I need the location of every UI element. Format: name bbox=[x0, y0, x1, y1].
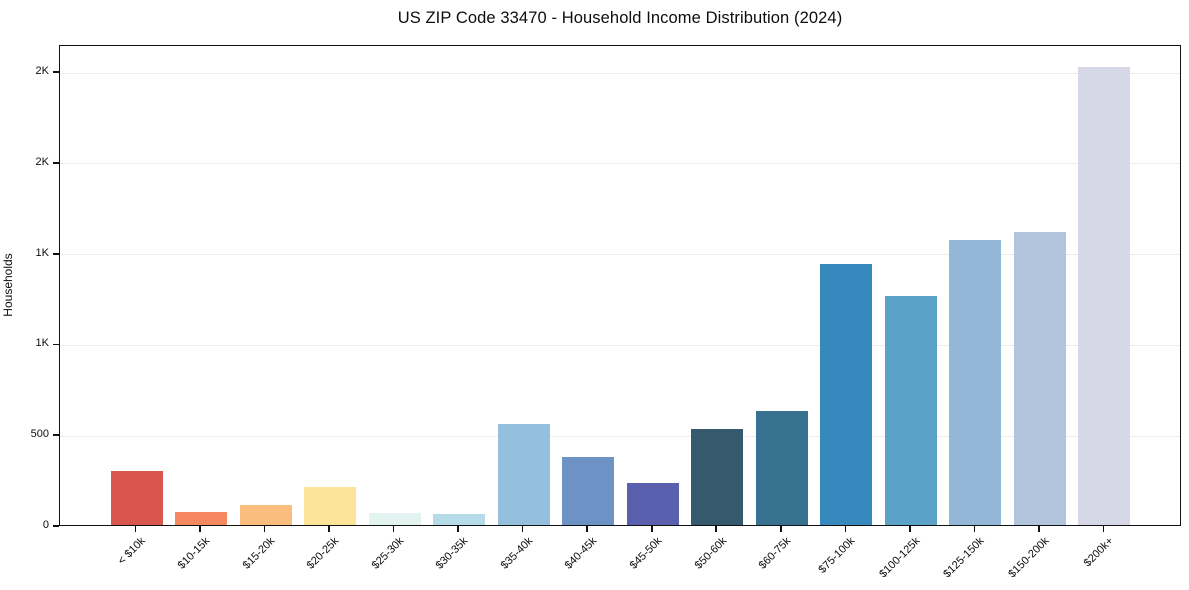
bar-150-200k bbox=[1013, 231, 1066, 525]
x-tick-label: $20-25k bbox=[304, 535, 342, 572]
plot-area bbox=[59, 45, 1181, 526]
y-tick-mark bbox=[53, 343, 59, 346]
chart-title: US ZIP Code 33470 - Household Income Dis… bbox=[397, 9, 843, 27]
x-tick-label: $75-100k bbox=[816, 535, 858, 576]
bar-15-20k bbox=[239, 505, 292, 525]
bar-10-15k bbox=[175, 511, 228, 525]
bar-25-30k bbox=[368, 512, 421, 525]
x-tick-mark bbox=[328, 526, 330, 532]
x-tick-mark bbox=[780, 526, 782, 532]
bar-125-150k bbox=[949, 239, 1002, 525]
x-tick-mark bbox=[586, 526, 588, 532]
x-tick-mark bbox=[715, 526, 718, 532]
bar-10k bbox=[110, 470, 163, 525]
x-tick-mark bbox=[650, 526, 653, 532]
y-tick-label: 500 bbox=[30, 428, 49, 441]
y-tick-mark bbox=[53, 434, 59, 437]
x-tick-mark bbox=[909, 526, 911, 532]
y-tick-mark bbox=[53, 525, 59, 527]
x-tick-label: $10-15k bbox=[175, 535, 213, 572]
bar-30-35k bbox=[433, 513, 486, 525]
bar-60-75k bbox=[755, 411, 808, 525]
gridline bbox=[60, 254, 1180, 256]
x-tick-mark bbox=[1038, 526, 1040, 532]
x-tick-label: $35-40k bbox=[498, 535, 536, 572]
gridline bbox=[60, 72, 1180, 74]
gridline bbox=[60, 344, 1180, 346]
x-tick-mark bbox=[521, 526, 524, 532]
x-tick-mark bbox=[134, 526, 137, 532]
x-tick-label: $60-75k bbox=[756, 535, 794, 572]
x-tick-mark bbox=[457, 526, 459, 532]
x-tick-label: $50-60k bbox=[692, 535, 729, 572]
x-tick-mark bbox=[263, 526, 266, 532]
x-tick-label: < $10k bbox=[115, 535, 148, 568]
x-tick-label: $150-200k bbox=[1006, 535, 1052, 581]
y-tick-label: 2K bbox=[35, 65, 49, 78]
x-tick-label: $125-150k bbox=[941, 535, 987, 581]
x-tick-mark bbox=[973, 526, 976, 532]
y-tick-mark bbox=[53, 252, 59, 255]
bar-200k bbox=[1078, 67, 1131, 525]
x-tick-label: $100-125k bbox=[877, 535, 923, 581]
bar-20-25k bbox=[304, 486, 357, 525]
x-tick-label: $30-35k bbox=[434, 535, 471, 572]
x-tick-label: $45-50k bbox=[627, 535, 665, 572]
gridline bbox=[60, 435, 1180, 437]
y-tick-mark bbox=[53, 71, 59, 74]
bar-75-100k bbox=[820, 264, 873, 525]
x-tick-mark bbox=[392, 526, 395, 532]
x-tick-label: $15-20k bbox=[240, 535, 278, 572]
bar-40-45k bbox=[562, 456, 615, 525]
bar-45-50k bbox=[626, 483, 679, 525]
x-tick-label: $25-30k bbox=[369, 535, 407, 572]
x-tick-mark bbox=[199, 526, 201, 532]
y-tick-label: 2K bbox=[35, 155, 49, 168]
bar-35-40k bbox=[497, 423, 550, 525]
y-tick-label: 1K bbox=[35, 337, 49, 350]
x-tick-label: $200k+ bbox=[1081, 535, 1116, 570]
x-tick-label: $40-45k bbox=[563, 535, 600, 572]
gridline bbox=[60, 163, 1180, 165]
y-tick-label: 1K bbox=[35, 246, 49, 259]
bar-50-60k bbox=[691, 429, 744, 525]
x-tick-mark bbox=[844, 526, 847, 532]
bar-100-125k bbox=[884, 296, 937, 525]
y-tick-label: 0 bbox=[42, 519, 49, 531]
y-tick-mark bbox=[53, 162, 59, 164]
x-tick-mark bbox=[1102, 526, 1105, 532]
